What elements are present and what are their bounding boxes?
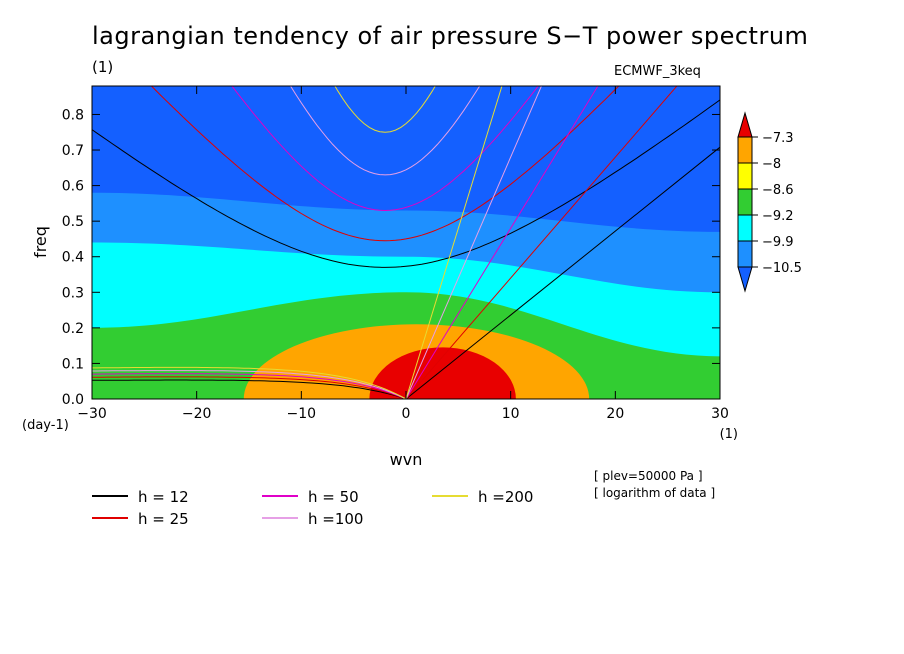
x-tick-label: 30	[711, 406, 729, 422]
kelvin-line-3	[405, 86, 542, 399]
kelvin-line-0	[405, 146, 720, 399]
y-tick-label: 0.6	[62, 179, 84, 195]
colorbar-level-label: −10.5	[762, 261, 802, 276]
y-tick-label: 0.8	[62, 107, 84, 123]
rossby-curve-4	[92, 366, 407, 399]
fill-red-region	[369, 347, 516, 399]
colorbar-swatch	[737, 188, 753, 216]
notes: [ plev=50000 Pa ] [ logarithm of data ]	[594, 469, 715, 500]
y-tick-label: 0.5	[62, 214, 84, 230]
axes: −30 −20 −10 0 10 20 30 0.0 0.1 0.2 0.3 0.4 0.5 0.6 0.7…	[22, 86, 738, 469]
colorbar-swatch	[737, 136, 753, 164]
contour-fills	[92, 86, 720, 399]
x-tick-label: −20	[182, 406, 212, 422]
y-tick-label: 0.2	[62, 321, 84, 337]
y-tick-label: 0.0	[62, 392, 84, 408]
rossby-curve-1	[92, 376, 407, 399]
colorbar-level-label: −8	[762, 157, 781, 172]
x-tick-label: 0	[402, 406, 411, 422]
kelvin-line-1	[405, 86, 678, 399]
x-tick-label: −10	[287, 406, 317, 422]
legend-entry: h = 50	[308, 488, 359, 506]
x-tick-label: −30	[77, 406, 107, 422]
legend-entry: h =100	[308, 510, 363, 528]
y-tick-label: 0.7	[62, 143, 84, 159]
y-unit-label: (day-1)	[22, 418, 69, 433]
x-tick-label: 20	[606, 406, 624, 422]
gravity-curve-1	[150, 86, 620, 242]
colorbar-swatch	[737, 162, 753, 190]
x-unit-label: (1)	[720, 427, 738, 442]
gravity-curve-2	[231, 86, 539, 212]
gravity-curve-4	[334, 86, 436, 133]
colorbar-swatch	[737, 214, 753, 242]
legend-entry: h =200	[478, 488, 533, 506]
rossby-curve-3	[92, 370, 407, 399]
colorbar-level-label: −7.3	[762, 131, 794, 146]
colorbar-level-label: −9.2	[762, 209, 794, 224]
y-axis-label: freq	[31, 226, 50, 258]
rossby-curve-2	[92, 373, 407, 399]
y-tick-label: 0.3	[62, 285, 84, 301]
note-text: [ plev=50000 Pa ]	[594, 469, 703, 483]
legend-entry: h = 25	[138, 510, 189, 528]
colorbar-extend-bottom	[737, 266, 753, 293]
note-text: [ logarithm of data ]	[594, 486, 715, 500]
colorbar: −7.3 −8 −8.6 −9.2 −9.9 −10.5	[737, 111, 802, 293]
rossby-curve-0	[92, 379, 407, 399]
x-axis-label: wvn	[390, 450, 423, 469]
model-label: ECMWF_3keq	[614, 64, 701, 79]
chart-subtitle: (1)	[92, 58, 114, 76]
kelvin-line-4	[405, 86, 503, 399]
gravity-curve-0	[92, 99, 720, 268]
dispersion-curves	[92, 86, 720, 399]
chart-title: lagrangian tendency of air pressure S−T …	[92, 22, 809, 50]
y-tick-label: 0.1	[62, 356, 84, 372]
legend: h = 12 h = 25 h = 50 h =100 h =200	[92, 488, 533, 528]
colorbar-level-label: −8.6	[762, 183, 794, 198]
colorbar-swatch	[737, 240, 753, 268]
colorbar-level-label: −9.9	[762, 235, 794, 250]
x-tick-label: 10	[502, 406, 520, 422]
gravity-curve-3	[289, 86, 481, 176]
kelvin-line-2	[405, 86, 599, 399]
colorbar-extend-top	[737, 111, 753, 138]
legend-entry: h = 12	[138, 488, 189, 506]
y-tick-label: 0.4	[62, 250, 84, 266]
